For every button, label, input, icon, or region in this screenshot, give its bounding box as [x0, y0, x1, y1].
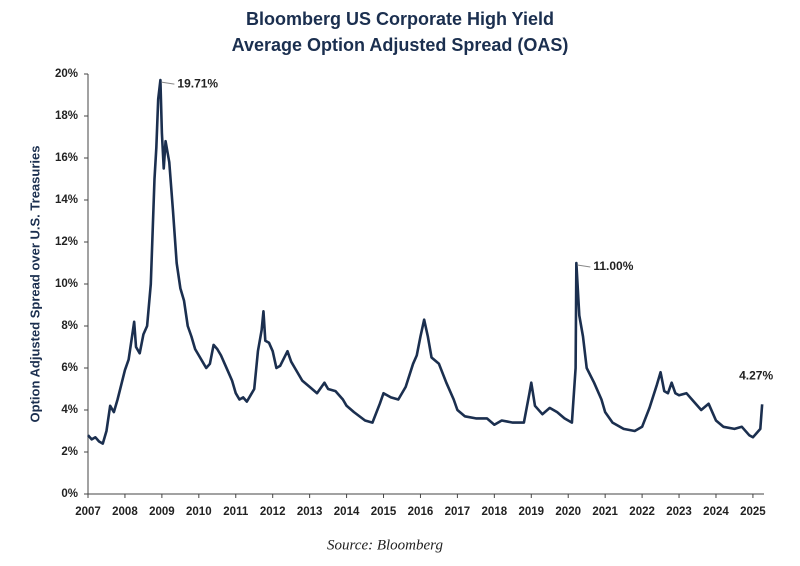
x-tick-label: 2021 — [592, 506, 618, 518]
chart-title-line: Average Option Adjusted Spread (OAS) — [232, 35, 569, 55]
x-tick-label: 2012 — [260, 506, 286, 518]
x-tick-label: 2008 — [112, 506, 138, 518]
x-tick-label: 2019 — [518, 506, 544, 518]
chart-title-line: Bloomberg US Corporate High Yield — [246, 9, 554, 29]
x-tick-label: 2024 — [703, 506, 729, 518]
y-tick-label: 20% — [55, 68, 78, 80]
x-tick-label: 2014 — [334, 506, 360, 518]
x-tick-label: 2009 — [149, 506, 175, 518]
series-line — [87, 78, 764, 445]
y-tick-label: 14% — [55, 194, 78, 206]
x-tick-label: 2025 — [740, 506, 766, 518]
label-leader — [161, 81, 175, 85]
x-tick-label: 2018 — [482, 506, 508, 518]
x-tick-label: 2016 — [408, 506, 434, 518]
x-tick-label: 2007 — [75, 506, 101, 518]
y-tick-label: 4% — [61, 404, 78, 416]
value-label: 19.71% — [177, 76, 218, 90]
value-label: 4.27% — [739, 369, 773, 383]
x-tick-label: 2010 — [186, 506, 212, 518]
x-tick-label: 2011 — [223, 506, 249, 518]
x-tick-label: 2023 — [666, 506, 692, 518]
y-tick-label: 2% — [61, 446, 78, 458]
y-tick-label: 8% — [61, 320, 78, 332]
y-tick-label: 0% — [61, 488, 78, 500]
x-tick-label: 2022 — [629, 506, 655, 518]
x-tick-label: 2013 — [297, 506, 323, 518]
value-label: 11.00% — [593, 259, 633, 273]
x-tick-label: 2020 — [555, 506, 581, 518]
y-tick-label: 6% — [61, 362, 78, 374]
y-axis-title: Option Adjusted Spread over U.S. Treasur… — [27, 146, 42, 423]
y-tick-label: 16% — [55, 152, 78, 164]
source-note: Source: Bloomberg — [327, 537, 443, 553]
y-tick-label: 12% — [55, 236, 78, 248]
x-tick-label: 2017 — [445, 506, 471, 518]
x-tick-label: 2015 — [371, 506, 397, 518]
y-tick-label: 18% — [55, 110, 78, 122]
y-tick-label: 10% — [55, 278, 78, 290]
label-leader — [577, 264, 591, 268]
